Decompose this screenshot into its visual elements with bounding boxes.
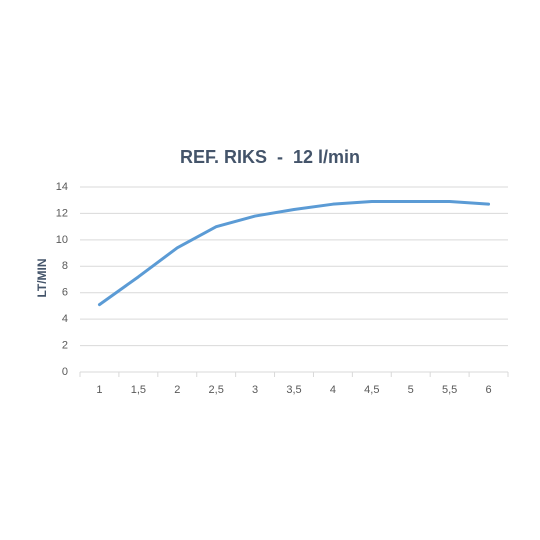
y-axis-label: LT/MIN xyxy=(35,258,49,297)
y-tick-label: 12 xyxy=(56,207,68,219)
x-tick-label: 4 xyxy=(330,384,336,396)
x-tick-label: 1 xyxy=(96,384,102,396)
y-tick-label: 14 xyxy=(56,181,68,193)
x-tick-label: 4,5 xyxy=(364,384,379,396)
x-tick-label: 2,5 xyxy=(209,384,224,396)
y-tick-label: 8 xyxy=(62,260,68,272)
x-tick-label: 1,5 xyxy=(131,384,146,396)
data-line xyxy=(97,200,491,307)
y-tick-label: 0 xyxy=(62,366,68,378)
x-tick-label: 5 xyxy=(408,384,414,396)
x-tick-label: 6 xyxy=(485,384,491,396)
y-tick-label: 10 xyxy=(56,234,68,246)
y-tick-label: 2 xyxy=(62,339,68,351)
y-tick-label: 4 xyxy=(62,313,68,325)
x-tick-label: 3,5 xyxy=(286,384,301,396)
chart-title: REF. RIKS - 12 l/min xyxy=(180,147,360,167)
y-tick-label: 6 xyxy=(62,287,68,299)
x-tick-label: 2 xyxy=(174,384,180,396)
x-tick-label: 5,5 xyxy=(442,384,457,396)
x-tick-label: 3 xyxy=(252,384,258,396)
